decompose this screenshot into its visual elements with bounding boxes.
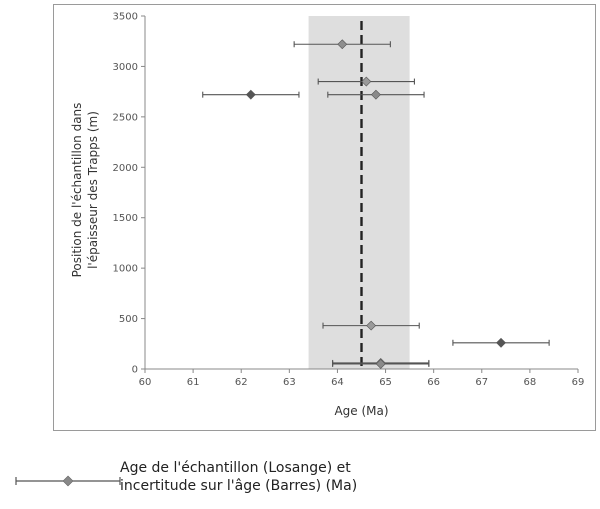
x-tick-label: 66	[427, 377, 440, 388]
x-tick-label: 64	[331, 377, 344, 388]
data-point-diamond	[337, 39, 348, 50]
data-point-diamond	[375, 359, 386, 369]
x-tick-label: 68	[524, 377, 537, 388]
legend-text-line2: incertitude sur l'âge (Barres) (Ma)	[120, 478, 358, 494]
x-tick-label: 69	[572, 377, 585, 388]
legend: Age de l'échantillon (Losange) et incert…	[10, 455, 430, 499]
x-tick-label: 61	[187, 377, 200, 388]
data-point-diamond	[371, 89, 381, 100]
y-axis-title-line: Position de l'échantillon dans	[70, 103, 84, 278]
y-tick-label: 1500	[113, 213, 138, 224]
data-point-diamond	[361, 76, 372, 87]
confidence-band	[308, 16, 410, 369]
x-tick-label: 62	[235, 377, 248, 388]
y-tick-label: 500	[119, 314, 138, 325]
x-axis-title: Age (Ma)	[334, 404, 388, 418]
y-axis-title-line: l'épaisseur des Trapps (m)	[86, 111, 100, 269]
legend-text: Age de l'échantillon (Losange) et incert…	[120, 459, 420, 495]
data-point-diamond	[366, 320, 377, 331]
y-tick-label: 1000	[113, 264, 138, 275]
legend-text-line1: Age de l'échantillon (Losange) et	[120, 460, 351, 476]
x-tick-label: 63	[283, 377, 296, 388]
data-point-diamond	[245, 89, 256, 100]
y-tick-label: 2000	[113, 163, 138, 174]
x-tick-label: 65	[379, 377, 392, 388]
legend-marker	[15, 475, 121, 487]
y-tick-label: 3500	[113, 12, 138, 23]
y-tick-label: 3000	[113, 62, 138, 73]
x-tick-label: 60	[139, 377, 152, 388]
x-tick-label: 67	[475, 377, 488, 388]
y-tick-label: 2500	[113, 112, 138, 123]
data-point-diamond	[496, 337, 506, 348]
legend-diamond	[62, 475, 74, 487]
y-tick-label: 0	[132, 365, 138, 376]
